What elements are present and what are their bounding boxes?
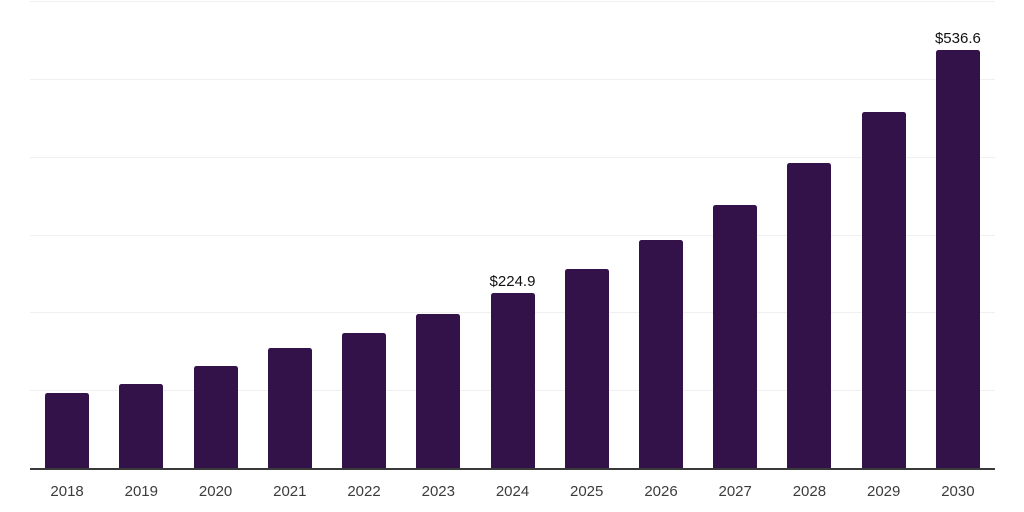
bar-2026[interactable] — [639, 239, 683, 468]
value-label-2030: $536.6 — [934, 30, 981, 48]
x-tick-2024: 2024 — [495, 483, 530, 500]
x-tick-2019: 2019 — [124, 483, 158, 500]
bar-2021[interactable] — [267, 347, 312, 468]
bar-2027[interactable] — [713, 204, 758, 468]
bar-2028[interactable] — [787, 163, 832, 468]
bar-2018[interactable] — [45, 392, 90, 468]
x-tick-2021: 2021 — [273, 483, 307, 500]
x-tick-2025: 2025 — [570, 483, 604, 500]
value-label-2024: $224.9 — [489, 273, 536, 290]
bar-2023[interactable] — [416, 313, 461, 468]
bar-2030[interactable] — [935, 50, 980, 468]
bar-2022[interactable] — [342, 332, 386, 468]
x-tick-2022: 2022 — [347, 483, 381, 500]
bar-2019[interactable] — [119, 383, 164, 468]
x-axis-line — [30, 468, 995, 470]
gridline-600 — [30, 1, 995, 2]
x-tick-2030: 2030 — [941, 483, 975, 500]
x-tick-2026: 2026 — [644, 483, 678, 500]
bar-2020[interactable] — [193, 365, 238, 468]
gridline-300 — [30, 234, 995, 236]
x-tick-2029: 2029 — [867, 483, 901, 500]
x-tick-2027: 2027 — [718, 483, 752, 500]
x-tick-2023: 2023 — [421, 483, 455, 500]
x-tick-2020: 2020 — [198, 483, 233, 500]
bar-2025[interactable] — [564, 268, 609, 468]
x-tick-2018: 2018 — [50, 483, 84, 500]
bar-2024[interactable] — [490, 293, 535, 468]
gridline-400 — [30, 156, 995, 158]
gridline-500 — [30, 78, 995, 80]
bar-2029[interactable] — [861, 111, 906, 468]
x-tick-2028: 2028 — [792, 483, 827, 500]
